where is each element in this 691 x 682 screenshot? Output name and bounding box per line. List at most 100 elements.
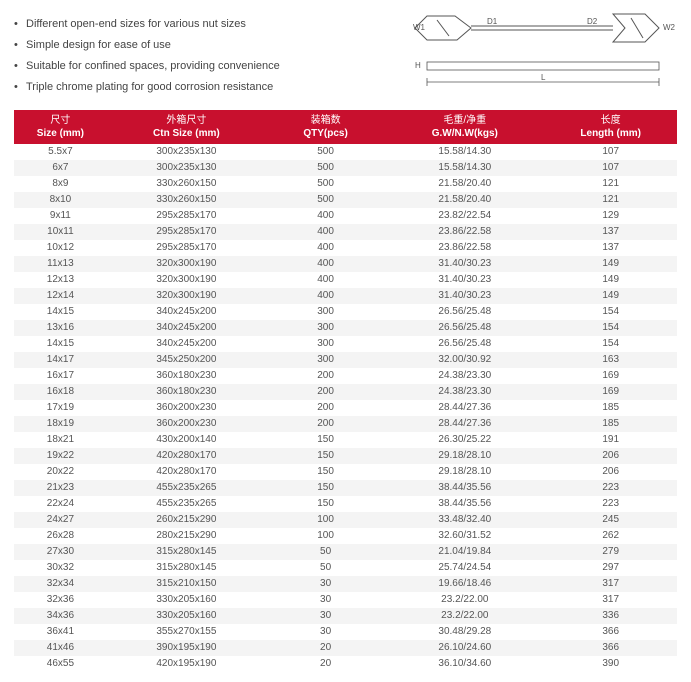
table-cell: 185	[544, 400, 677, 416]
table-cell: 320x300x190	[107, 288, 266, 304]
table-row: 14x15340x245x20030026.56/25.48154	[14, 304, 677, 320]
table-cell: 420x195x190	[107, 656, 266, 672]
table-cell: 360x200x230	[107, 400, 266, 416]
diagram-label-d1: D1	[487, 17, 498, 26]
table-cell: 12x13	[14, 272, 107, 288]
table-cell: 206	[544, 464, 677, 480]
table-row: 20x22420x280x17015029.18/28.10206	[14, 464, 677, 480]
feature-list: Different open-end sizes for various nut…	[14, 10, 280, 98]
table-cell: 320x300x190	[107, 272, 266, 288]
table-cell: 17x19	[14, 400, 107, 416]
table-cell: 260x215x290	[107, 512, 266, 528]
table-cell: 22x24	[14, 496, 107, 512]
table-cell: 137	[544, 224, 677, 240]
diagram-label-h: H	[415, 61, 421, 70]
table-cell: 28.44/27.36	[385, 400, 544, 416]
table-cell: 500	[266, 160, 385, 176]
table-cell: 355x270x155	[107, 624, 266, 640]
table-cell: 31.40/30.23	[385, 272, 544, 288]
table-cell: 8x10	[14, 192, 107, 208]
table-cell: 26.10/24.60	[385, 640, 544, 656]
table-cell: 191	[544, 432, 677, 448]
diagram-label-w1: W1	[413, 23, 426, 32]
table-cell: 107	[544, 160, 677, 176]
feature-item: Different open-end sizes for various nut…	[14, 14, 280, 35]
table-cell: 24.38/23.30	[385, 384, 544, 400]
table-cell: 12x14	[14, 288, 107, 304]
table-cell: 169	[544, 384, 677, 400]
table-cell: 360x180x230	[107, 384, 266, 400]
table-cell: 297	[544, 560, 677, 576]
col-length: 长度Length (mm)	[544, 110, 677, 144]
table-row: 36x41355x270x1553030.48/29.28366	[14, 624, 677, 640]
table-row: 10x11295x285x17040023.86/22.58137	[14, 224, 677, 240]
table-cell: 23.86/22.58	[385, 240, 544, 256]
table-cell: 19.66/18.46	[385, 576, 544, 592]
table-cell: 23.2/22.00	[385, 592, 544, 608]
table-cell: 169	[544, 368, 677, 384]
table-cell: 430x200x140	[107, 432, 266, 448]
table-row: 24x27260x215x29010033.48/32.40245	[14, 512, 677, 528]
table-cell: 41x46	[14, 640, 107, 656]
table-cell: 16x18	[14, 384, 107, 400]
table-cell: 295x285x170	[107, 208, 266, 224]
table-cell: 9x11	[14, 208, 107, 224]
table-cell: 129	[544, 208, 677, 224]
table-cell: 15.58/14.30	[385, 160, 544, 176]
table-cell: 26.56/25.48	[385, 320, 544, 336]
table-cell: 32.00/30.92	[385, 352, 544, 368]
table-cell: 30	[266, 608, 385, 624]
table-cell: 29.18/28.10	[385, 464, 544, 480]
table-cell: 200	[266, 416, 385, 432]
top-section: Different open-end sizes for various nut…	[14, 10, 677, 98]
table-cell: 18x21	[14, 432, 107, 448]
table-cell: 206	[544, 448, 677, 464]
table-body: 5.5x7300x235x13050015.58/14.301076x7300x…	[14, 144, 677, 672]
wrench-diagram: W1 W2 D1 D2 H L	[407, 10, 677, 90]
table-cell: 27x30	[14, 544, 107, 560]
table-cell: 279	[544, 544, 677, 560]
table-cell: 330x260x150	[107, 176, 266, 192]
table-cell: 10x12	[14, 240, 107, 256]
table-cell: 300	[266, 304, 385, 320]
table-cell: 400	[266, 240, 385, 256]
table-cell: 21.58/20.40	[385, 192, 544, 208]
table-cell: 317	[544, 576, 677, 592]
table-cell: 24x27	[14, 512, 107, 528]
table-cell: 455x235x265	[107, 480, 266, 496]
table-cell: 360x200x230	[107, 416, 266, 432]
table-row: 8x10330x260x15050021.58/20.40121	[14, 192, 677, 208]
table-row: 22x24455x235x26515038.44/35.56223	[14, 496, 677, 512]
table-cell: 340x245x200	[107, 304, 266, 320]
table-cell: 150	[266, 496, 385, 512]
table-cell: 200	[266, 400, 385, 416]
table-cell: 315x280x145	[107, 544, 266, 560]
table-cell: 280x215x290	[107, 528, 266, 544]
table-cell: 500	[266, 192, 385, 208]
table-cell: 19x22	[14, 448, 107, 464]
table-row: 26x28280x215x29010032.60/31.52262	[14, 528, 677, 544]
table-row: 9x11295x285x17040023.82/22.54129	[14, 208, 677, 224]
diagram-label-l: L	[541, 73, 546, 82]
table-cell: 50	[266, 544, 385, 560]
table-cell: 30	[266, 624, 385, 640]
table-cell: 14x15	[14, 336, 107, 352]
table-cell: 154	[544, 304, 677, 320]
table-cell: 185	[544, 416, 677, 432]
table-cell: 121	[544, 176, 677, 192]
table-cell: 14x17	[14, 352, 107, 368]
spec-table: 尺寸Size (mm) 外箱尺寸Ctn Size (mm) 装箱数QTY(pcs…	[14, 110, 677, 672]
table-cell: 100	[266, 528, 385, 544]
table-cell: 317	[544, 592, 677, 608]
table-cell: 20	[266, 640, 385, 656]
table-row: 12x14320x300x19040031.40/30.23149	[14, 288, 677, 304]
table-cell: 20x22	[14, 464, 107, 480]
table-cell: 21.58/20.40	[385, 176, 544, 192]
table-row: 16x17360x180x23020024.38/23.30169	[14, 368, 677, 384]
table-cell: 36.10/34.60	[385, 656, 544, 672]
table-cell: 295x285x170	[107, 224, 266, 240]
table-cell: 121	[544, 192, 677, 208]
table-cell: 340x245x200	[107, 320, 266, 336]
table-cell: 300	[266, 320, 385, 336]
table-cell: 23.86/22.58	[385, 224, 544, 240]
